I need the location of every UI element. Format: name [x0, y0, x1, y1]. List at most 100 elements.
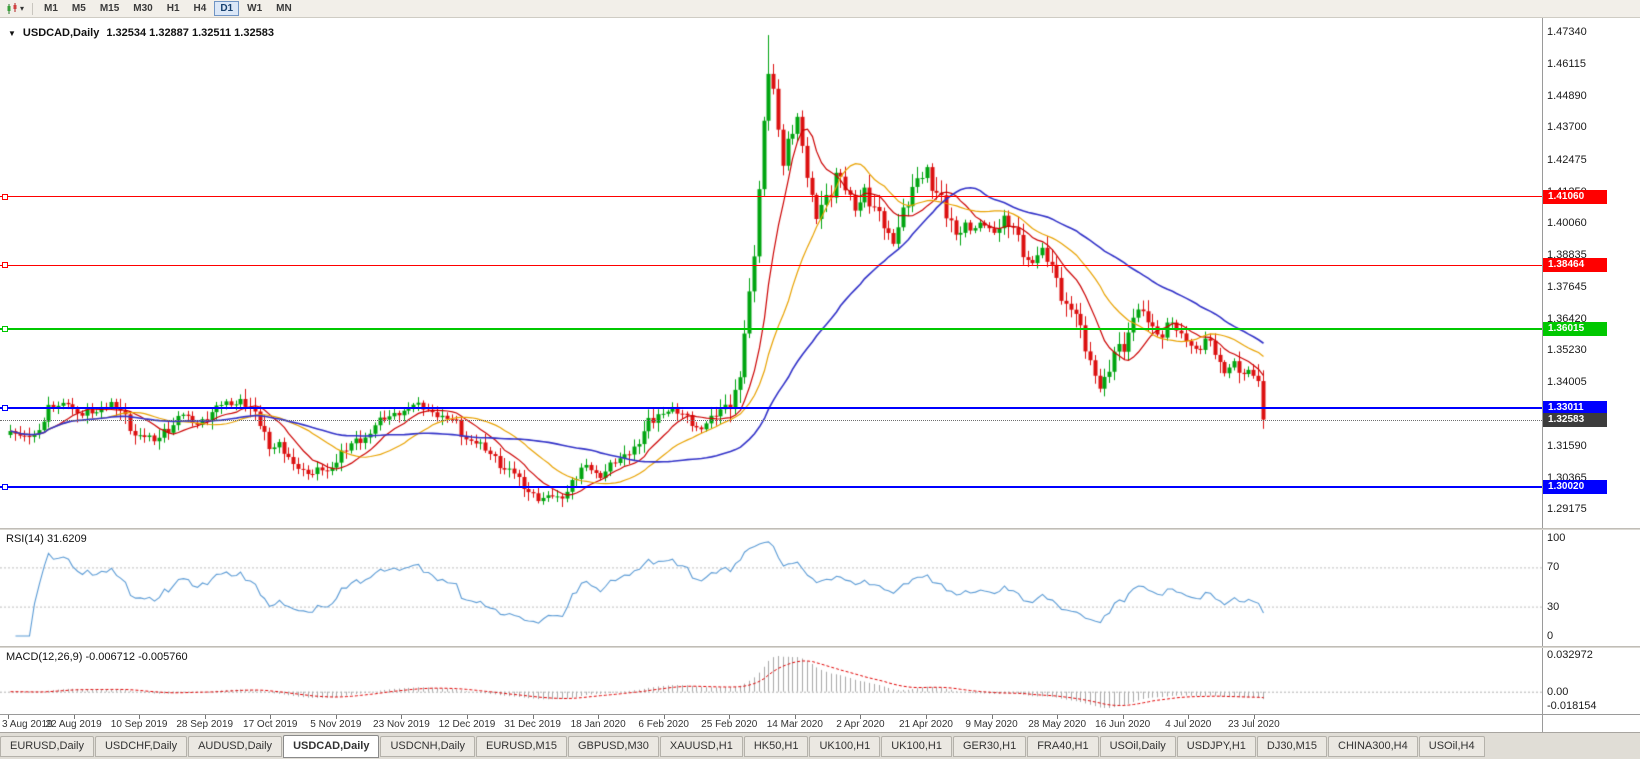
chart-tab-eurusd-m15[interactable]: EURUSD,M15	[476, 736, 567, 757]
rsi-scale-label: 100	[1547, 532, 1566, 544]
support-resistance-line[interactable]	[0, 407, 1542, 410]
time-axis-tick	[991, 715, 993, 719]
chart-area[interactable]: ▼ USDCAD,Daily 1.32534 1.32887 1.32511 1…	[0, 18, 1640, 732]
support-resistance-line[interactable]	[0, 196, 1542, 198]
level-price-tag: 1.38464	[1543, 258, 1607, 272]
time-axis-tick	[1122, 715, 1124, 719]
chart-tab-china300-h4[interactable]: CHINA300,H4	[1328, 736, 1418, 757]
line-drag-handle[interactable]	[2, 193, 8, 200]
time-axis-tick	[8, 715, 9, 719]
time-axis-tick	[532, 715, 534, 719]
chart-title: ▼ USDCAD,Daily 1.32534 1.32887 1.32511 1…	[8, 27, 274, 39]
time-axis-tick	[794, 715, 796, 719]
time-axis-tick	[860, 715, 862, 719]
price-axis-label: 1.43700	[1547, 121, 1587, 134]
price-axis-label: 1.47340	[1547, 25, 1587, 38]
macd-scale-label: 0.032972	[1547, 649, 1593, 661]
chart-tab-uk100-h1[interactable]: UK100,H1	[881, 736, 952, 757]
time-axis-label: 10 Sep 2019	[110, 719, 168, 730]
timeframe-button-h4[interactable]: H4	[188, 1, 213, 16]
time-axis-label: 12 Dec 2019	[438, 719, 496, 730]
price-axis-label: 1.34005	[1547, 376, 1587, 389]
time-axis-label: 3 Aug 2019	[2, 719, 53, 730]
chart-type-button[interactable]: ▾	[2, 1, 28, 17]
chart-tab-ger30-h1[interactable]: GER30,H1	[953, 736, 1027, 757]
macd-scale-label: -0.018154	[1547, 700, 1597, 712]
chart-tab-hk50-h1[interactable]: HK50,H1	[743, 736, 809, 757]
chart-tab-usdchf-daily[interactable]: USDCHF,Daily	[94, 736, 188, 757]
chart-tab-dj30-m15[interactable]: DJ30,M15	[1256, 736, 1328, 757]
symbol-dropdown-icon[interactable]: ▼	[8, 28, 16, 38]
level-price-tag: 1.33011	[1543, 401, 1607, 416]
chart-tab-usoil-daily[interactable]: USOil,Daily	[1099, 736, 1176, 757]
time-axis-label: 17 Oct 2019	[243, 719, 298, 730]
time-axis-tick	[139, 715, 141, 719]
line-drag-handle[interactable]	[2, 483, 8, 490]
time-axis-tick	[335, 715, 337, 719]
chart-tab-eurusd-daily[interactable]: EURUSD,Daily	[0, 736, 94, 757]
time-axis-label: 22 Aug 2019	[45, 719, 102, 730]
macd-scale-label: 0.00	[1547, 685, 1569, 698]
price-axis-label: 1.35230	[1547, 344, 1587, 357]
chart-tab-fra40-h1[interactable]: FRA40,H1	[1027, 736, 1099, 757]
chart-symbol: USDCAD,Daily	[22, 27, 100, 39]
time-axis-label: 28 May 2020	[1028, 719, 1087, 730]
level-price-tag: 1.36015	[1543, 322, 1607, 337]
time-axis-label: 4 Jul 2020	[1165, 719, 1212, 730]
time-axis-tick	[204, 715, 206, 719]
support-resistance-line[interactable]	[0, 264, 1542, 266]
timeframe-button-m30[interactable]: M30	[127, 1, 158, 16]
timeframe-button-mn[interactable]: MN	[270, 1, 298, 16]
rsi-indicator-label: RSI(14) 31.6209	[6, 533, 87, 545]
price-axis-label: 1.42475	[1547, 153, 1587, 166]
time-axis-label: 21 Apr 2020	[899, 719, 953, 730]
support-resistance-line[interactable]	[0, 485, 1542, 488]
time-axis-separator	[0, 714, 1640, 715]
support-resistance-line[interactable]	[0, 328, 1542, 331]
chart-tab-uk100-h1[interactable]: UK100,H1	[809, 736, 881, 757]
chart-tab-gbpusd-m30[interactable]: GBPUSD,M30	[567, 736, 659, 757]
time-axis-label: 5 Nov 2019	[310, 719, 362, 730]
timeframe-button-d1[interactable]: D1	[214, 1, 240, 16]
time-axis-tick	[925, 715, 927, 719]
price-axis-label: 1.31590	[1547, 439, 1587, 452]
time-axis-tick	[270, 715, 272, 719]
chart-tab-usoil-h4[interactable]: USOil,H4	[1418, 736, 1485, 757]
time-axis-label: 28 Sep 2019	[176, 719, 234, 730]
time-axis-tick	[1253, 715, 1255, 719]
time-axis-label: 16 Jun 2020	[1095, 719, 1151, 730]
price-chart-canvas[interactable]	[0, 18, 1640, 732]
price-axis-separator	[1542, 18, 1543, 732]
timeframe-button-w1[interactable]: W1	[241, 1, 268, 16]
chart-tab-audusd-daily[interactable]: AUDUSD,Daily	[188, 736, 283, 757]
rsi-scale-label: 0	[1547, 630, 1554, 642]
pane-divider-macd[interactable]	[0, 646, 1640, 648]
time-axis-tick	[1188, 715, 1190, 719]
price-axis-label: 1.29175	[1547, 503, 1587, 516]
chart-tab-usdcnh-daily[interactable]: USDCNH,Daily	[380, 736, 476, 757]
time-axis-label: 14 Mar 2020	[766, 719, 823, 730]
price-axis-label: 1.36420	[1547, 312, 1587, 325]
current-price-tag: 1.32583	[1543, 412, 1607, 427]
chart-tab-usdcad-daily[interactable]: USDCAD,Daily	[283, 735, 380, 758]
pane-divider-rsi[interactable]	[0, 528, 1640, 530]
line-drag-handle[interactable]	[2, 326, 8, 333]
chart-tab-xauusd-h1[interactable]: XAUUSD,H1	[659, 736, 743, 757]
time-axis-tick	[663, 715, 665, 719]
timeframe-button-m1[interactable]: M1	[38, 1, 64, 16]
toolbar-separator	[32, 2, 34, 15]
time-axis-tick	[466, 715, 468, 719]
line-drag-handle[interactable]	[2, 262, 8, 268]
chart-tab-usdjpy-h1[interactable]: USDJPY,H1	[1176, 736, 1256, 757]
time-axis-label: 9 May 2020	[965, 719, 1018, 730]
time-axis-label: 31 Dec 2019	[504, 719, 561, 730]
time-axis-label: 23 Jul 2020	[1227, 719, 1280, 730]
line-drag-handle[interactable]	[2, 405, 8, 412]
timeframe-button-h1[interactable]: H1	[161, 1, 186, 16]
time-axis-label: 2 Apr 2020	[836, 719, 885, 730]
macd-indicator-label: MACD(12,26,9) -0.006712 -0.005760	[6, 651, 188, 663]
time-axis-label: 18 Jan 2020	[570, 719, 626, 730]
timeframe-button-m15[interactable]: M15	[94, 1, 125, 16]
timeframe-button-m5[interactable]: M5	[66, 1, 92, 16]
